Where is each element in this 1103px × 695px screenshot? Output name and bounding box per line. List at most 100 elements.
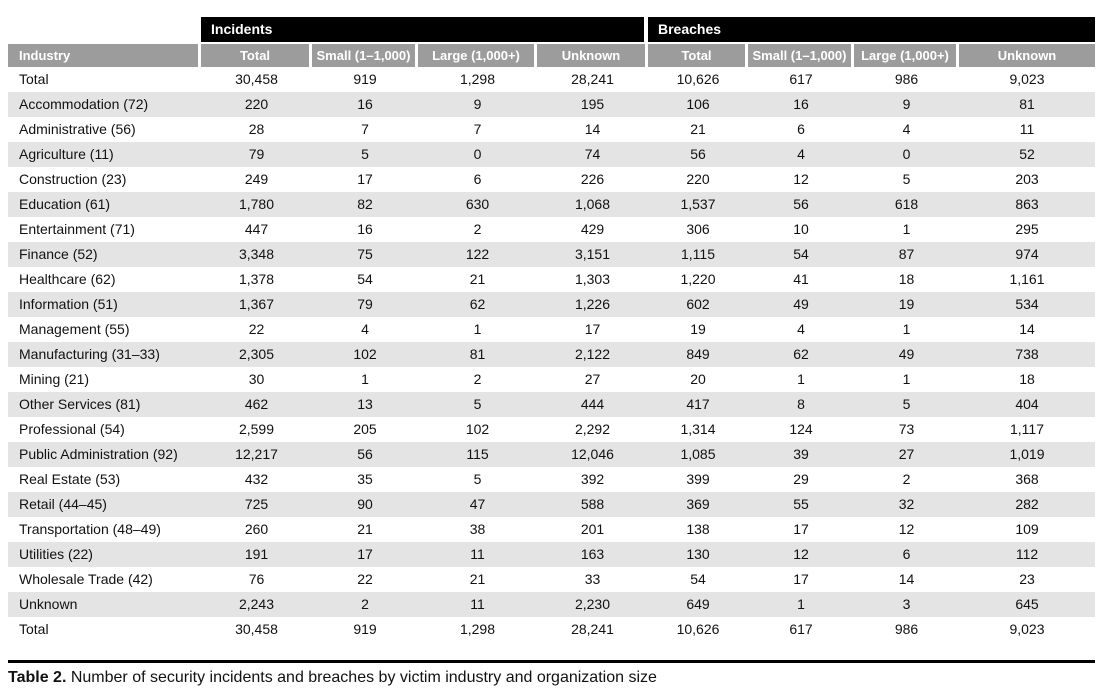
value-cell: 2: [473, 371, 482, 387]
value-cell: 102: [353, 346, 377, 362]
value-cell: 2,230: [574, 596, 611, 612]
value-cell: 14: [584, 121, 601, 137]
value-cell: 17: [584, 321, 601, 337]
value-cell: 1,115: [681, 246, 715, 262]
value-cell: 27: [584, 371, 601, 387]
value-cell: 2: [902, 471, 911, 487]
value-cell: 226: [580, 171, 605, 187]
value-cell: 2,599: [238, 421, 275, 437]
value-cell: 16: [793, 96, 809, 112]
value-cell: 115: [466, 446, 489, 462]
value-cell: 399: [686, 471, 710, 487]
value-cell: 6: [473, 171, 482, 187]
industry-cell: Entertainment (71): [19, 221, 135, 237]
value-cell: 368: [1015, 471, 1039, 487]
table-row: Other Services (81) 462 13 5 444 417 8 5 404: [8, 392, 1095, 417]
value-cell: 306: [686, 221, 710, 237]
value-cell: 14: [898, 571, 915, 587]
value-cell: 1: [902, 321, 911, 337]
table-row: Utilities (22) 191 17 11 163 130 12 6 112: [8, 542, 1095, 567]
table-row: Finance (52) 3,348 75 122 3,151 1,115 54 87 974: [8, 242, 1095, 267]
table-row: Professional (54) 2,599 205 102 2,292 1,314 12…: [8, 417, 1095, 442]
value-cell: 1,220: [680, 271, 716, 287]
value-cell: 12: [793, 171, 809, 187]
value-cell: 1,019: [1009, 446, 1045, 462]
value-cell: 2,292: [574, 421, 611, 437]
industry-cell: Education (61): [19, 196, 111, 212]
table-row: Administrative (56) 28 7 7 14 21 6 4 11: [8, 117, 1095, 142]
value-cell: 39: [793, 446, 809, 462]
value-cell: 82: [357, 196, 373, 212]
value-cell: 4: [797, 146, 805, 162]
industry-cell: Public Administration (92): [19, 446, 178, 462]
group-header-row: Incidents Breaches: [8, 17, 1095, 42]
table-row: Education (61) 1,780 82 630 1,068 1,537 56 618 8…: [8, 192, 1095, 217]
value-cell: 432: [244, 471, 269, 487]
value-cell: 22: [357, 571, 373, 587]
column-header-breaches-total: Total: [648, 44, 748, 67]
value-cell: 11: [1019, 121, 1035, 137]
value-cell: 1,161: [1009, 271, 1045, 287]
table-caption-label: Table 2.: [8, 669, 67, 686]
industry-cell: Information (51): [19, 296, 118, 312]
value-cell: 75: [357, 246, 373, 262]
value-cell: 23: [1019, 571, 1035, 587]
value-cell: 27: [898, 446, 915, 462]
value-cell: 1,314: [680, 421, 716, 437]
value-cell: 47: [469, 496, 486, 512]
value-cell: 12,217: [235, 446, 278, 462]
value-cell: 21: [469, 571, 486, 587]
value-cell: 0: [473, 146, 482, 162]
value-cell: 986: [894, 71, 919, 87]
value-cell: 249: [244, 171, 269, 187]
industry-cell: Total: [19, 71, 49, 87]
value-cell: 6: [902, 546, 911, 562]
value-cell: 649: [686, 596, 710, 612]
value-cell: 919: [353, 621, 377, 637]
value-cell: 106: [686, 96, 710, 112]
value-cell: 738: [1015, 346, 1039, 362]
industry-cell: Utilities (22): [19, 546, 93, 562]
value-cell: 11: [470, 596, 485, 612]
value-cell: 392: [580, 471, 605, 487]
group-header-breaches: Breaches: [648, 17, 1095, 42]
value-cell: 10,626: [676, 71, 720, 87]
value-cell: 16: [357, 96, 373, 112]
table-caption-text: Number of security incidents and breache…: [66, 669, 657, 686]
value-cell: 5: [902, 396, 911, 412]
value-cell: 1,303: [574, 271, 611, 287]
industry-cell: Total: [19, 621, 49, 637]
value-cell: 2: [361, 596, 369, 612]
value-cell: 534: [1015, 296, 1039, 312]
industry-cell: Transportation (48–49): [19, 521, 161, 537]
industry-cell: Finance (52): [19, 246, 98, 262]
value-cell: 0: [902, 146, 911, 162]
value-cell: 1,068: [574, 196, 611, 212]
table-row: Construction (23) 249 17 6 226 220 12 5 203: [8, 167, 1095, 192]
value-cell: 56: [690, 146, 706, 162]
value-cell: 41: [793, 271, 809, 287]
value-cell: 429: [580, 221, 605, 237]
value-cell: 1: [797, 596, 805, 612]
column-header-industry: Industry: [8, 44, 201, 67]
value-cell: 138: [686, 521, 710, 537]
value-cell: 56: [793, 196, 809, 212]
column-header-incidents-unknown: Unknown: [537, 44, 648, 67]
value-cell: 19: [690, 321, 706, 337]
value-cell: 1,085: [680, 446, 716, 462]
value-cell: 201: [580, 521, 605, 537]
value-cell: 986: [894, 621, 919, 637]
value-cell: 1: [797, 371, 805, 387]
value-cell: 112: [1015, 546, 1039, 562]
value-cell: 130: [686, 546, 710, 562]
value-cell: 919: [353, 71, 377, 87]
value-cell: 1: [361, 371, 369, 387]
value-cell: 4: [361, 321, 369, 337]
value-cell: 12,046: [571, 446, 614, 462]
value-cell: 16: [357, 221, 373, 237]
value-cell: 3,151: [574, 246, 611, 262]
value-cell: 18: [1019, 371, 1035, 387]
value-cell: 102: [465, 421, 490, 437]
value-cell: 28,241: [571, 621, 614, 637]
industry-cell: Administrative (56): [19, 121, 136, 137]
